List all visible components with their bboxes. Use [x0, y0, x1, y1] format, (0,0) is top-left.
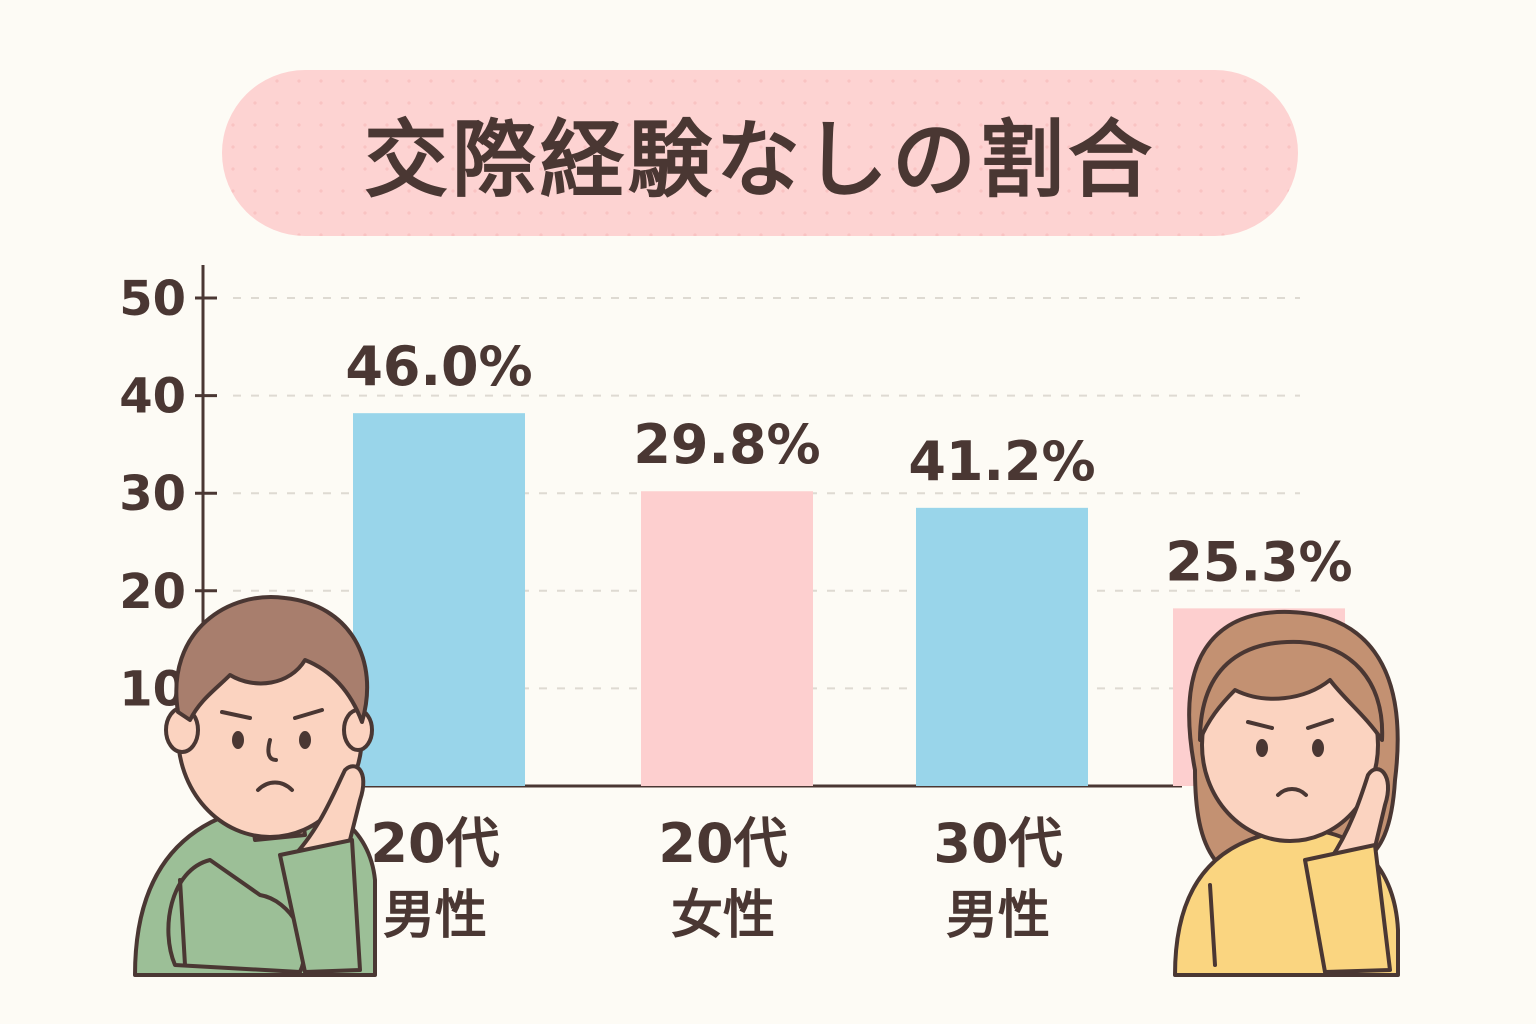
bar: [916, 507, 1088, 786]
data-labels: 46.0% 29.8% 41.2% 25.3%: [345, 335, 1352, 593]
category-label: 20代: [370, 812, 499, 875]
worried-woman-icon: [1173, 609, 1400, 977]
category-sublabel: 男性: [383, 886, 487, 946]
bar: [641, 491, 813, 786]
title-banner: 交際経験なしの割合: [222, 70, 1298, 236]
data-label: 25.3%: [1165, 530, 1352, 593]
data-label: 29.8%: [633, 413, 820, 476]
y-tick-label: 30: [119, 466, 186, 522]
chart-title: 交際経験なしの割合: [363, 110, 1156, 209]
y-tick-label: 40: [119, 369, 186, 425]
y-tick-label: 20: [119, 564, 186, 620]
category-sublabel: 男性: [946, 886, 1050, 946]
grid-lines: [233, 297, 1300, 690]
data-label: 46.0%: [345, 335, 532, 398]
worried-man-icon: [133, 595, 377, 977]
category-sublabel: 女性: [671, 886, 775, 946]
category-label: 20代: [658, 812, 787, 875]
bar: [353, 413, 525, 786]
category-label: 30代: [933, 812, 1062, 875]
data-label: 41.2%: [908, 430, 1095, 493]
y-tick-label: 50: [119, 271, 186, 327]
